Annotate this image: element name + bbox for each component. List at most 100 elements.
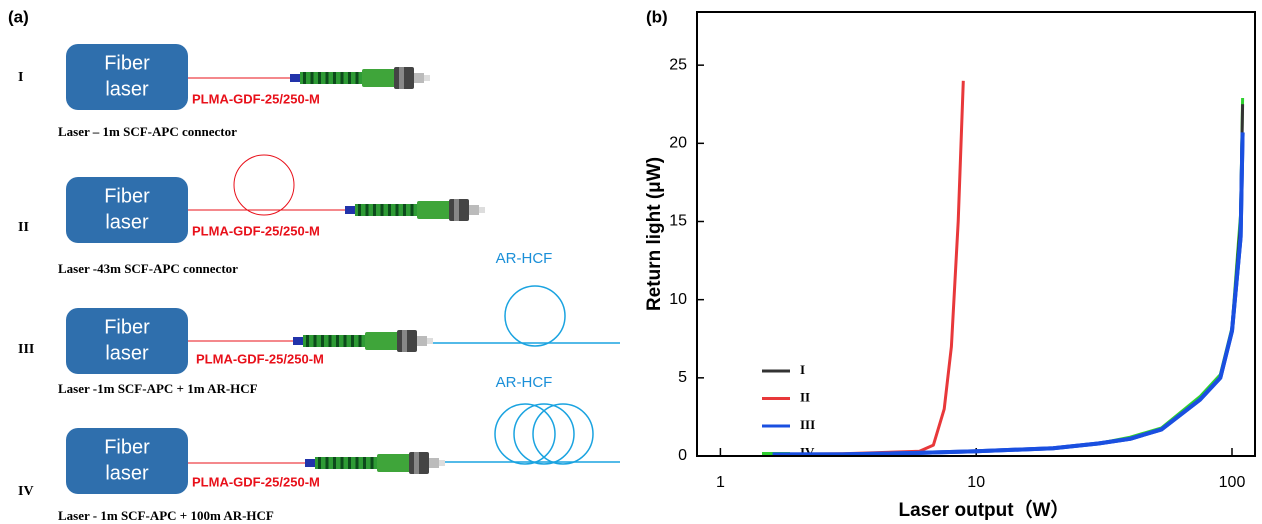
setup-number: IV bbox=[18, 484, 34, 499]
setup-caption: Laser -1m SCF-APC + 1m AR-HCF bbox=[58, 381, 258, 396]
hcf-label: AR-HCF bbox=[496, 250, 553, 267]
setup-number: III bbox=[18, 342, 34, 357]
connector-rib bbox=[358, 335, 362, 347]
connector-rib bbox=[363, 457, 366, 469]
y-tick-label: 5 bbox=[678, 369, 687, 386]
fiber-laser-label: laser bbox=[105, 462, 149, 484]
fiber-laser-label: laser bbox=[105, 342, 149, 364]
hcf-coil bbox=[494, 403, 556, 465]
connector-rib bbox=[303, 72, 306, 84]
connector-nut-hl bbox=[399, 67, 404, 89]
connector-rib bbox=[336, 335, 339, 347]
connector-boot bbox=[293, 337, 303, 345]
legend-label: I bbox=[800, 362, 805, 377]
setup-number: II bbox=[18, 220, 29, 235]
connector-boot bbox=[305, 459, 315, 467]
connector-rib bbox=[306, 335, 309, 347]
connector-rib bbox=[358, 204, 361, 216]
connector-strain bbox=[355, 204, 417, 216]
fiber-laser-label: laser bbox=[105, 211, 149, 233]
fiber-laser-label: Fiber bbox=[104, 316, 150, 338]
fiber-laser-label: Fiber bbox=[104, 436, 150, 458]
fiber-label: PLMA-GDF-25/250-M bbox=[192, 223, 320, 238]
fiber-laser-label: laser bbox=[105, 78, 149, 100]
connector-rib bbox=[318, 72, 321, 84]
fiber-coil bbox=[233, 154, 295, 216]
connector-rib bbox=[343, 335, 347, 347]
connector-rib bbox=[310, 72, 314, 84]
connector-rib bbox=[348, 72, 351, 84]
connector-rib bbox=[355, 457, 359, 469]
connector-rib bbox=[410, 204, 414, 216]
hcf-coil bbox=[532, 403, 594, 465]
fiber-laser-label: Fiber bbox=[104, 185, 150, 207]
hcf-coil bbox=[513, 403, 575, 465]
hcf-coil bbox=[504, 285, 566, 347]
connector-rib bbox=[328, 335, 332, 347]
fiber-laser-label: Fiber bbox=[104, 52, 150, 74]
connector-rib bbox=[333, 457, 336, 469]
series-line bbox=[772, 132, 1245, 457]
connector-boot bbox=[290, 74, 300, 82]
fiber-label: PLMA-GDF-25/250-M bbox=[196, 351, 324, 366]
connector-rib bbox=[388, 204, 391, 216]
plot-frame bbox=[696, 11, 1256, 457]
setup-caption: Laser - 1m SCF-APC + 100m AR-HCF bbox=[58, 508, 274, 523]
connector-rib bbox=[355, 72, 359, 84]
x-tick-label: 1 bbox=[716, 474, 725, 491]
y-tick-label: 25 bbox=[669, 56, 687, 73]
connector-rib bbox=[351, 335, 354, 347]
legend-label: III bbox=[800, 417, 815, 432]
connector-tip bbox=[439, 460, 445, 466]
fiber-laser-box bbox=[66, 308, 188, 374]
connector-rib bbox=[313, 335, 317, 347]
hcf-label: AR-HCF bbox=[496, 374, 553, 391]
series-line bbox=[772, 97, 1245, 456]
series-line bbox=[772, 104, 1245, 456]
connector-ferrule bbox=[417, 336, 427, 346]
connector-strain bbox=[315, 457, 377, 469]
setup-caption: Laser -43m SCF-APC connector bbox=[58, 261, 238, 276]
fiber-laser-box bbox=[66, 44, 188, 110]
connector-rib bbox=[348, 457, 351, 469]
connector-body bbox=[365, 332, 401, 350]
y-tick-label: 0 bbox=[678, 447, 687, 464]
x-axis-label: Laser output（W） bbox=[899, 498, 1070, 521]
connector-rib bbox=[373, 204, 376, 216]
connector-rib bbox=[340, 72, 344, 84]
legend-label: IV bbox=[800, 444, 815, 459]
connector-rib bbox=[321, 335, 324, 347]
connector-rib bbox=[370, 457, 374, 469]
legend-label: II bbox=[800, 389, 810, 404]
connector-body bbox=[362, 69, 398, 87]
fiber-label: PLMA-GDF-25/250-M bbox=[192, 474, 320, 489]
connector-ferrule bbox=[429, 458, 439, 468]
series-line bbox=[772, 132, 1245, 457]
connector-rib bbox=[333, 72, 336, 84]
panel-label: (a) bbox=[8, 7, 29, 26]
connector-rib bbox=[380, 204, 384, 216]
y-tick-label: 20 bbox=[669, 135, 687, 152]
connector-body bbox=[377, 454, 413, 472]
connector-tip bbox=[479, 207, 485, 213]
connector-ferrule bbox=[414, 73, 424, 83]
connector-rib bbox=[403, 204, 406, 216]
connector-strain bbox=[303, 335, 365, 347]
x-tick-label: 10 bbox=[967, 474, 985, 491]
panel-label: (b) bbox=[646, 7, 668, 26]
connector-tip bbox=[427, 338, 433, 344]
y-tick-label: 10 bbox=[669, 291, 687, 308]
x-tick-label: 100 bbox=[1219, 474, 1246, 491]
connector-rib bbox=[325, 72, 329, 84]
connector-rib bbox=[365, 204, 369, 216]
connector-boot bbox=[345, 206, 355, 214]
fiber-laser-box bbox=[66, 428, 188, 494]
y-axis-label: Return light (μW) bbox=[644, 157, 665, 311]
connector-strain bbox=[300, 72, 362, 84]
connector-rib bbox=[325, 457, 329, 469]
connector-nut-hl bbox=[414, 452, 419, 474]
connector-nut-hl bbox=[454, 199, 459, 221]
connector-tip bbox=[424, 75, 430, 81]
connector-rib bbox=[318, 457, 321, 469]
